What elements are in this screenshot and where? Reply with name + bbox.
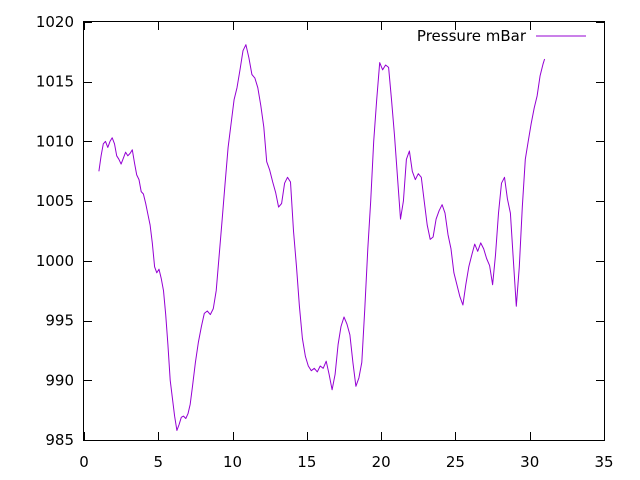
x-tick-label-3: 15 — [297, 453, 316, 471]
x-tick-label-7: 35 — [594, 453, 613, 471]
y-tick-label-0: 985 — [45, 431, 74, 449]
axis-ticks — [84, 22, 605, 441]
legend-label: Pressure mBar — [417, 27, 527, 45]
series-line-0 — [98, 44, 546, 431]
series-layer — [98, 44, 546, 431]
x-tick-label-6: 30 — [520, 453, 539, 471]
plot-frame — [83, 21, 605, 441]
y-tick-label-5: 1010 — [36, 132, 74, 150]
x-tick-label-0: 0 — [79, 453, 89, 471]
x-tick-label-2: 10 — [223, 453, 242, 471]
y-tick-label-2: 995 — [45, 312, 74, 330]
x-tick-label-4: 20 — [372, 453, 391, 471]
y-tick-label-3: 1000 — [36, 252, 74, 270]
x-tick-label-1: 5 — [154, 453, 164, 471]
x-tick-label-5: 25 — [446, 453, 465, 471]
y-tick-label-4: 1005 — [36, 192, 74, 210]
y-tick-label-1: 990 — [45, 371, 74, 389]
y-tick-label-7: 1020 — [36, 13, 74, 31]
legend: Pressure mBar — [417, 27, 586, 45]
y-tick-label-6: 1015 — [36, 73, 74, 91]
